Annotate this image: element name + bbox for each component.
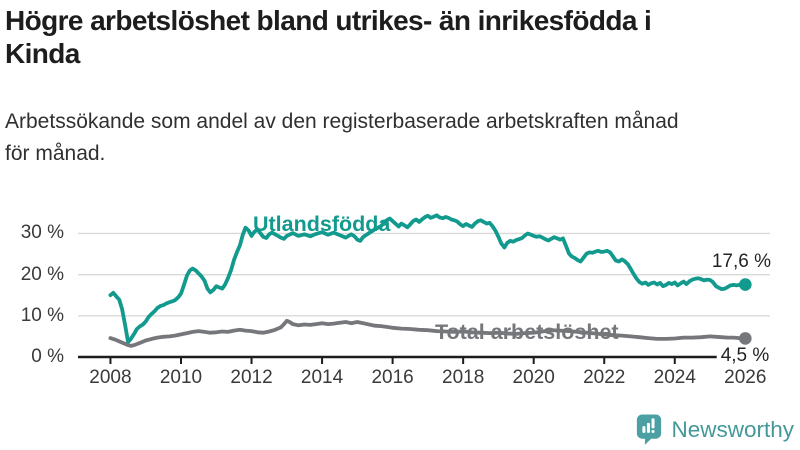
chart-subtitle: Arbetssökande som andel av den registerb…	[5, 106, 793, 170]
x-axis-label: 2024	[653, 367, 696, 388]
chart-subtitle-line-1: Arbetssökande som andel av den registerb…	[5, 110, 679, 133]
series-label-total-arbetsloshet: Total arbetslöshet	[435, 320, 619, 344]
series-line-total-arbetsloshet	[108, 318, 748, 348]
y-axis-label: 10 %	[20, 304, 64, 326]
x-axis-label: 2010	[159, 367, 203, 388]
chart-subtitle-line-2: för månad.	[5, 142, 106, 165]
newsworthy-bar-chart-speech-bubble-icon	[635, 413, 663, 446]
x-axis-label: 2022	[583, 367, 626, 388]
page-title-line-1: Högre arbetslöshet bland utrikes- än inr…	[5, 5, 652, 36]
y-axis-label: 20 %	[20, 263, 64, 285]
x-axis-label: 2020	[512, 367, 555, 388]
y-axis-label: 0 %	[31, 346, 64, 367]
series-end-dot-total-arbetsloshet	[739, 332, 752, 345]
x-axis-label: 2026	[724, 367, 767, 388]
page-title-line-2: Kinda	[5, 38, 80, 69]
x-axis-label: 2014	[300, 367, 344, 388]
newsworthy-logo[interactable]: Newsworthy	[635, 413, 794, 446]
end-value-label-utlandsfodda: 17,6 %	[711, 251, 771, 272]
series-label-utlandsfodda: Utlandsfödda	[253, 212, 391, 236]
x-axis-label: 2018	[442, 367, 485, 388]
end-value-label-total: 4,5 %	[716, 346, 774, 366]
y-axis-label: 30 %	[20, 222, 64, 244]
series-line-utlandsfodda	[108, 213, 748, 345]
page-title: Högre arbetslöshet bland utrikes- än inr…	[5, 4, 793, 70]
x-axis-label: 2016	[371, 367, 414, 388]
newsworthy-brand-text: Newsworthy	[671, 416, 794, 442]
x-axis-label: 2012	[230, 367, 273, 388]
series-end-dot-utlandsfodda	[739, 278, 752, 291]
x-axis-label: 2008	[89, 367, 132, 388]
